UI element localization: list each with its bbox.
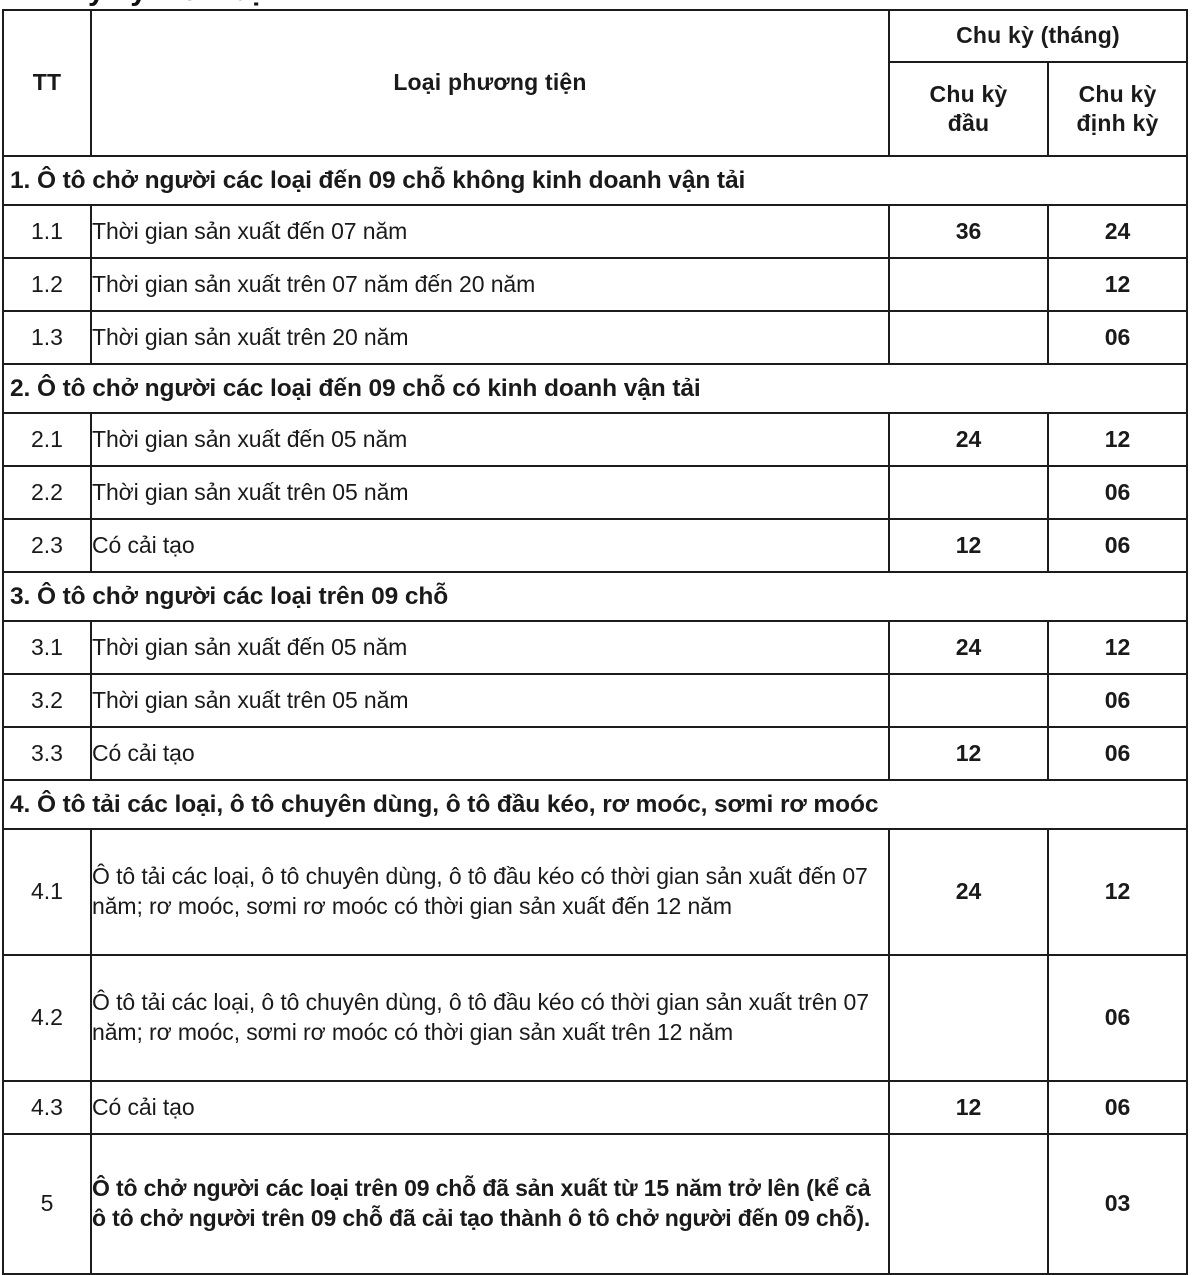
clipped-title-fragment: y kỳ kiểm định — [88, 0, 298, 8]
section-header-row: 2. Ô tô chở người các loại đến 09 chỗ có… — [1, 363, 1189, 414]
row-vehicle-type: Ô tô chở người các loại trên 09 chỗ đã s… — [90, 1133, 890, 1275]
row-cycle-first — [888, 465, 1049, 520]
header-cycle-group: Chu kỳ (tháng) — [887, 9, 1189, 63]
row-vehicle-type: Có cải tạo — [90, 1080, 890, 1135]
inspection-cycle-table: TT Loại phương tiện Chu kỳ (tháng) Chu k… — [1, 9, 1189, 1275]
row-index: 5 — [2, 1133, 92, 1275]
section-header-row: 1. Ô tô chở người các loại đến 09 chỗ kh… — [1, 155, 1189, 206]
row-cycle-periodic: 12 — [1046, 828, 1189, 956]
row-index: 1.2 — [2, 257, 92, 312]
row-vehicle-type: Thời gian sản xuất đến 05 năm — [90, 620, 890, 675]
row-cycle-first — [888, 257, 1049, 312]
row-cycle-first: 12 — [888, 518, 1049, 573]
header-vehicle-type: Loại phương tiện — [90, 9, 890, 157]
section-header-row: 4. Ô tô tải các loại, ô tô chuyên dùng, … — [1, 779, 1189, 830]
row-index: 2.3 — [2, 518, 92, 573]
row-cycle-first — [888, 310, 1049, 365]
inspection-cycle-table-wrap: TT Loại phương tiện Chu kỳ (tháng) Chu k… — [1, 9, 1189, 1275]
section-title: 1. Ô tô chở người các loại đến 09 chỗ kh… — [1, 155, 1189, 206]
header-cycle-first-line1: Chu kỳ — [929, 80, 1008, 107]
row-index: 2.2 — [2, 465, 92, 520]
row-vehicle-type: Thời gian sản xuất trên 07 năm đến 20 nă… — [90, 257, 890, 312]
clipped-title-strip: y kỳ kiểm định — [0, 0, 1200, 9]
table-row: 2.3 Có cải tạo 12 06 — [2, 518, 1189, 573]
table-head: TT Loại phương tiện Chu kỳ (tháng) Chu k… — [2, 9, 1189, 157]
row-index: 3.3 — [2, 726, 92, 781]
header-cycle-periodic: Chu kỳ định kỳ — [1046, 61, 1189, 157]
row-cycle-periodic: 06 — [1046, 673, 1189, 728]
row-cycle-first — [888, 954, 1049, 1082]
row-cycle-first: 24 — [888, 620, 1049, 675]
header-cycle-periodic-line1: Chu kỳ — [1078, 80, 1157, 107]
row-cycle-first: 12 — [888, 726, 1049, 781]
row-cycle-first: 24 — [888, 828, 1049, 956]
row-vehicle-type: Có cải tạo — [90, 518, 890, 573]
table-row: 3.2 Thời gian sản xuất trên 05 năm 06 — [2, 673, 1189, 728]
row-index: 4.2 — [2, 954, 92, 1082]
row-cycle-first: 24 — [888, 412, 1049, 467]
row-cycle-periodic: 06 — [1046, 726, 1189, 781]
table-row: 1.1 Thời gian sản xuất đến 07 năm 36 24 — [2, 204, 1189, 259]
row-cycle-periodic: 06 — [1046, 518, 1189, 573]
row-index: 1.1 — [2, 204, 92, 259]
row-cycle-periodic: 03 — [1046, 1133, 1189, 1275]
row-vehicle-type: Có cải tạo — [90, 726, 890, 781]
row-cycle-periodic: 12 — [1046, 412, 1189, 467]
row-cycle-periodic: 24 — [1046, 204, 1189, 259]
section-title: 4. Ô tô tải các loại, ô tô chuyên dùng, … — [1, 779, 1189, 830]
header-row-top: TT Loại phương tiện Chu kỳ (tháng) — [2, 9, 1189, 157]
header-row-sub: Chu kỳ đầu Chu kỳ định kỳ — [3, 61, 1189, 157]
header-cycle-first-line2: đầu — [947, 110, 990, 136]
row-vehicle-type: Thời gian sản xuất trên 05 năm — [90, 673, 890, 728]
table-row: 1.3 Thời gian sản xuất trên 20 năm 06 — [2, 310, 1189, 365]
section-title: 2. Ô tô chở người các loại đến 09 chỗ có… — [1, 363, 1189, 414]
row-cycle-periodic: 06 — [1046, 1080, 1189, 1135]
table-body: 1. Ô tô chở người các loại đến 09 chỗ kh… — [1, 155, 1189, 1275]
row-cycle-periodic: 06 — [1046, 954, 1189, 1082]
table-row: 3.3 Có cải tạo 12 06 — [2, 726, 1189, 781]
row-cycle-periodic: 12 — [1046, 257, 1189, 312]
row-cycle-periodic: 12 — [1046, 620, 1189, 675]
row-index: 1.3 — [2, 310, 92, 365]
row-index: 4.3 — [2, 1080, 92, 1135]
row-vehicle-type: Ô tô tải các loại, ô tô chuyên dùng, ô t… — [90, 954, 890, 1082]
table-row: 4.1 Ô tô tải các loại, ô tô chuyên dùng, … — [2, 828, 1189, 956]
row-cycle-first: 36 — [888, 204, 1049, 259]
header-tt: TT — [2, 9, 92, 157]
row-vehicle-type: Ô tô tải các loại, ô tô chuyên dùng, ô t… — [90, 828, 890, 956]
table-row: 2.1 Thời gian sản xuất đến 05 năm 24 12 — [2, 412, 1189, 467]
table-row: 3.1 Thời gian sản xuất đến 05 năm 24 12 — [2, 620, 1189, 675]
row-vehicle-type: Thời gian sản xuất đến 05 năm — [90, 412, 890, 467]
header-cycle-first: Chu kỳ đầu — [888, 61, 1049, 157]
section-header-row: 3. Ô tô chở người các loại trên 09 chỗ — [1, 571, 1189, 622]
table-row: 1.2 Thời gian sản xuất trên 07 năm đến 20… — [2, 257, 1189, 312]
row-vehicle-type: Thời gian sản xuất đến 07 năm — [90, 204, 890, 259]
row-index: 3.1 — [2, 620, 92, 675]
row-cycle-periodic: 06 — [1046, 310, 1189, 365]
row-vehicle-type: Thời gian sản xuất trên 20 năm — [90, 310, 890, 365]
table-row: 4.3 Có cải tạo 12 06 — [2, 1080, 1189, 1135]
table-row: 4.2 Ô tô tải các loại, ô tô chuyên dùng, … — [2, 954, 1189, 1082]
table-row: 2.2 Thời gian sản xuất trên 05 năm 06 — [2, 465, 1189, 520]
row-index: 2.1 — [2, 412, 92, 467]
section-title: 3. Ô tô chở người các loại trên 09 chỗ — [1, 571, 1189, 622]
row-vehicle-type: Thời gian sản xuất trên 05 năm — [90, 465, 890, 520]
header-cycle-periodic-line2: định kỳ — [1076, 110, 1159, 136]
row-cycle-first — [888, 673, 1049, 728]
row-cycle-first — [888, 1133, 1049, 1275]
row-cycle-first: 12 — [888, 1080, 1049, 1135]
row-index: 4.1 — [2, 828, 92, 956]
row-index: 3.2 — [2, 673, 92, 728]
row-cycle-periodic: 06 — [1046, 465, 1189, 520]
